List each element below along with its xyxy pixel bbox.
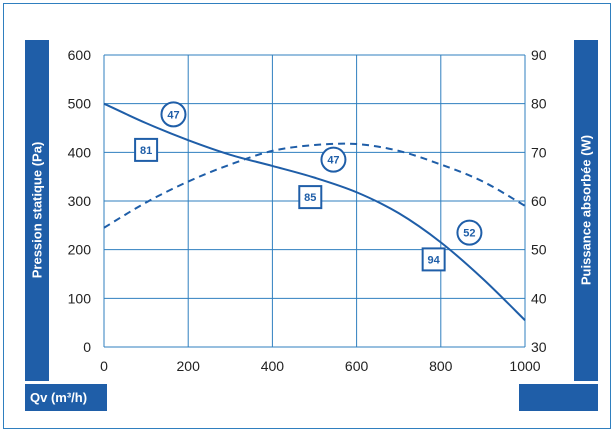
annotation-label: 94 [428,254,441,266]
annotation-label: 52 [463,228,475,240]
y-right-axis-title: Puissance absorbée (W) [579,135,594,285]
annotation-square [298,185,323,210]
y-right-tick-label: 70 [531,144,547,160]
x-tick-label: 1000 [509,358,540,374]
y-right-tick-label: 90 [531,47,547,63]
x-tick-label: 200 [177,358,201,374]
x-tick-label: 600 [345,358,369,374]
y-left-tick-label: 300 [68,193,92,209]
y-left-axis-title: Pression statique (Pa) [30,142,45,279]
left-axis-bar [25,40,49,381]
annotation-label: 47 [167,109,179,121]
y-left-tick-label: 100 [68,290,92,306]
annotation-circle [456,219,483,246]
y-left-tick-label: 500 [68,96,92,112]
x-tick-label: 0 [100,358,108,374]
y-left-tick-label: 400 [68,144,92,160]
annotation-square [134,137,159,162]
annotation-label: 47 [327,155,339,167]
y-right-tick-label: 50 [531,242,547,258]
chart-frame [3,3,611,429]
y-right-tick-label: 60 [531,193,547,209]
y-left-tick-label: 0 [83,339,91,355]
y-left-tick-label: 600 [68,47,92,63]
annotation-circle [320,146,347,173]
y-right-tick-label: 80 [531,96,547,112]
x-axis-label-bar [25,384,107,411]
y-right-tick-label: 30 [531,339,547,355]
annotation-label: 81 [140,145,152,157]
x-tick-label: 400 [261,358,285,374]
x-tick-label: 800 [429,358,453,374]
x-axis-title: Qv (m³/h) [30,390,87,405]
y-right-tick-label: 40 [531,290,547,306]
pressure-curve [103,102,526,321]
y-left-tick-label: 200 [68,242,92,258]
annotation-square [421,247,446,272]
annotation-label: 85 [304,192,316,204]
annotation-circle [160,101,187,128]
x-axis-end-bar [519,384,598,411]
power-curve [103,142,526,229]
right-axis-bar [574,40,598,381]
